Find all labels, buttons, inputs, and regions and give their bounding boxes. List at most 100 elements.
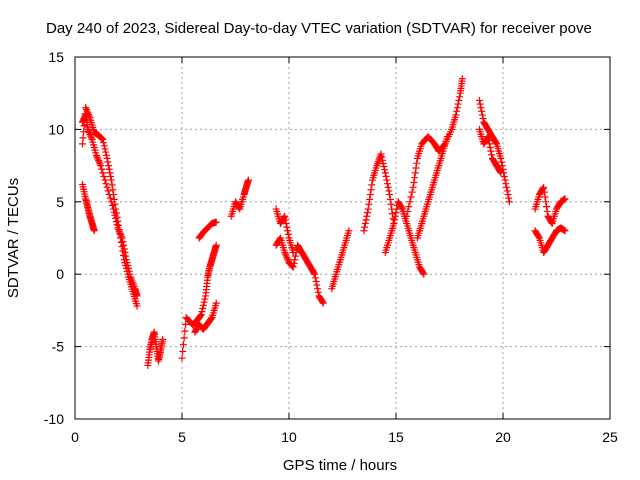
data-point [487,147,495,155]
data-point [284,230,292,238]
data-point [102,180,110,188]
data-point [290,259,298,267]
data-point [99,136,107,144]
data-point [319,298,327,306]
data-point [115,226,123,234]
data-point [419,269,427,277]
data-point [455,93,463,101]
data-point [363,212,371,220]
data-point [110,208,118,216]
data-point [477,104,485,112]
plot-frame [74,56,611,420]
data-point [107,176,115,184]
series-pass-11 [328,227,353,293]
data-point [235,204,243,212]
data-point [502,180,510,188]
data-point [87,132,95,140]
data-point [379,159,387,167]
series-pass-6 [191,299,220,336]
data-point [291,256,299,264]
data-point [82,104,90,112]
y-tick-labels: -10 -5 0 5 10 15 [44,49,64,427]
y-tick-label: 5 [56,194,64,210]
data-point [383,176,391,184]
data-point [380,163,388,171]
x-axis-label: GPS time / hours [283,457,397,474]
data-point [488,151,496,159]
data-point [381,169,389,177]
data-point [548,218,556,226]
data-point [413,159,421,167]
data-point [443,133,451,141]
data-point [505,194,513,202]
data-point [178,354,186,362]
data-point [420,270,428,278]
data-point [404,207,412,215]
data-point [212,218,220,226]
data-point [199,301,207,309]
data-point [120,245,128,253]
data-point [454,100,462,108]
data-point [112,214,120,222]
data-point [100,139,108,147]
data-point [107,198,115,206]
x-tick-label: 15 [388,429,404,445]
data-point [83,107,91,115]
data-point [179,347,187,355]
chart-title: Day 240 of 2023, Sidereal Day-to-day VTE… [46,20,592,37]
data-point [103,154,111,162]
data-point [121,248,129,256]
series-pass-17 [475,125,505,177]
data-point [179,341,187,349]
series-pass-2 [78,111,141,300]
data-point [115,227,123,235]
data-point [110,205,118,213]
data-point [542,198,550,206]
data-point [377,150,385,158]
data-point [79,134,87,142]
data-point [498,158,506,166]
data-point [458,75,466,83]
data-point [485,136,493,144]
series-pass-19 [531,224,569,256]
data-point [392,209,400,217]
data-point [478,111,486,119]
data-point [362,216,370,224]
data-point [406,198,414,206]
x-tick-labels: 0 5 10 15 20 25 [71,429,618,445]
data-point [496,168,504,176]
data-point [540,183,548,191]
data-point [378,153,386,161]
data-point [80,128,88,136]
data-point [98,135,106,143]
data-point [281,250,289,258]
series-pass-12 [360,150,398,235]
data-point [365,200,373,208]
data-point [486,144,494,151]
data-point [403,212,411,220]
data-point [390,220,398,228]
data-point [543,203,551,211]
data-point [93,153,101,161]
data-point [120,241,128,249]
data-point [503,183,511,191]
data-point [117,232,125,240]
x-tick-label: 20 [495,429,511,445]
data-point [111,211,119,219]
data-point [244,176,252,184]
data-point [408,188,416,196]
data-point [107,172,115,180]
data-point [104,158,112,166]
data-point [452,111,460,119]
data-point [503,187,511,195]
data-point [405,203,413,211]
y-tick-label: 15 [48,49,64,65]
data-point [453,104,461,112]
x-tick-label: 10 [281,429,297,445]
data-point [92,151,100,159]
data-point [476,100,484,108]
data-point [182,320,190,328]
series-pass-8 [227,176,252,220]
series-pass-13 [381,198,428,278]
data-point [283,254,291,262]
